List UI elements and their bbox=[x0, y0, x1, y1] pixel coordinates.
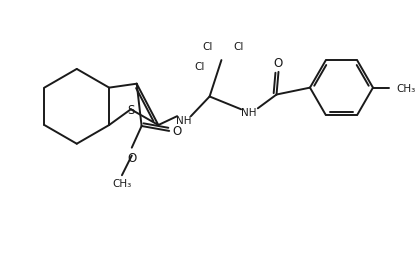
Text: S: S bbox=[127, 103, 135, 116]
Text: NH: NH bbox=[176, 116, 192, 126]
Text: Cl: Cl bbox=[202, 42, 213, 52]
Text: Cl: Cl bbox=[195, 62, 205, 72]
Text: O: O bbox=[273, 56, 282, 69]
Text: O: O bbox=[127, 151, 136, 164]
Text: O: O bbox=[172, 125, 182, 138]
Text: CH₃: CH₃ bbox=[397, 83, 416, 93]
Text: Cl: Cl bbox=[233, 42, 243, 52]
Text: CH₃: CH₃ bbox=[112, 178, 132, 188]
Text: NH: NH bbox=[241, 108, 257, 118]
